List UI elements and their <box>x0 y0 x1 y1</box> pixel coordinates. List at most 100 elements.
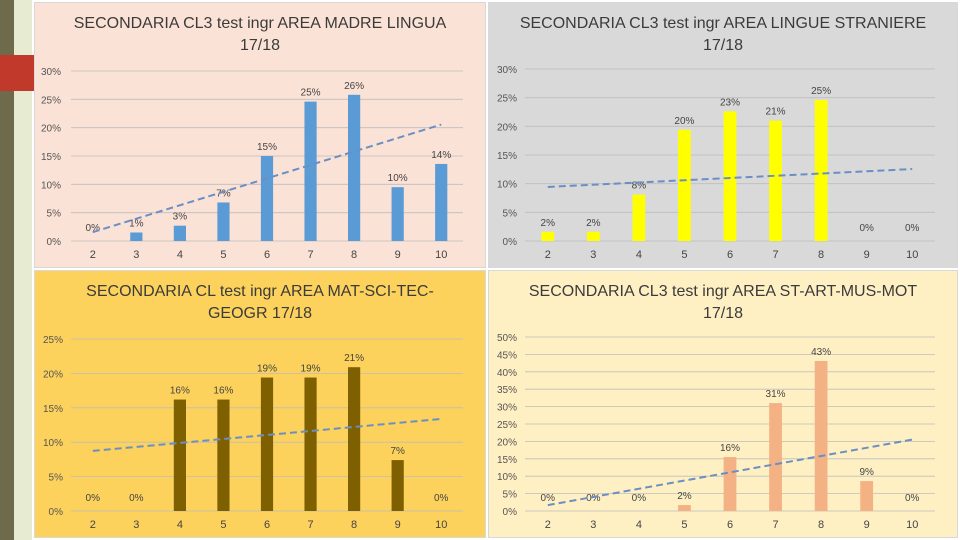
data-label: 0% <box>859 223 874 234</box>
data-label: 0% <box>586 493 601 504</box>
y-tick-label: 30% <box>497 403 517 414</box>
data-label: 2% <box>541 218 556 229</box>
y-tick-label: 30% <box>497 65 517 76</box>
x-tick-label: 7 <box>772 249 778 261</box>
data-label: 21% <box>344 353 364 364</box>
y-tick-label: 0% <box>49 507 64 518</box>
y-tick-label: 10% <box>497 472 517 483</box>
bar <box>348 94 361 241</box>
chart-svg: 0%5%10%15%20%25%0%20%316%416%519%619%721… <box>43 335 463 531</box>
bar <box>217 202 230 241</box>
data-label: 19% <box>301 364 321 375</box>
x-tick-label: 4 <box>177 519 183 531</box>
bar <box>678 505 691 511</box>
y-tick-label: 25% <box>43 335 63 346</box>
bar <box>586 231 600 241</box>
bar <box>304 377 317 511</box>
x-tick-label: 10 <box>906 519 918 531</box>
y-tick-label: 45% <box>497 350 517 361</box>
data-label: 0% <box>632 493 647 504</box>
x-tick-label: 10 <box>435 249 447 261</box>
bar <box>173 399 186 511</box>
y-tick-label: 20% <box>497 122 517 133</box>
trendline <box>547 168 913 188</box>
left-decor-strip <box>0 0 14 540</box>
x-tick-label: 3 <box>590 519 596 531</box>
x-tick-label: 10 <box>435 519 447 531</box>
chart-title: SECONDARIA CL test ingr AREA MAT-SCI-TEC… <box>86 283 434 322</box>
bar <box>217 399 230 511</box>
chart-panel-madre-lingua: SECONDARIA CL3 test ingr AREA MADRE LING… <box>34 2 486 268</box>
x-tick-label: 8 <box>818 519 824 531</box>
chart-svg: 0% 5% 10% 15% 20% 25% 30% 0% 2 1% 3 3% 4 7% 5 15% 6 25% 7 2… <box>41 67 463 261</box>
bar <box>769 120 782 241</box>
chart-svg: 0%5%10%15%20%25%30%35%40%45%50%0%20%30%4… <box>497 333 935 531</box>
red-corner-marker <box>0 55 36 91</box>
bar <box>541 231 555 241</box>
data-label: 20% <box>674 116 694 127</box>
y-tick-label: 5% <box>503 490 518 501</box>
x-tick-label: 9 <box>395 519 401 531</box>
bar <box>260 377 274 511</box>
bar <box>632 194 646 241</box>
data-label: 0% <box>86 493 101 504</box>
y-tick-label: 0% <box>503 237 518 248</box>
data-label: 7% <box>390 446 405 457</box>
bar <box>860 481 874 511</box>
x-tick-label: 5 <box>681 519 687 531</box>
bar <box>678 129 691 241</box>
data-label: 7% <box>216 188 231 199</box>
x-tick-label: 8 <box>351 249 357 261</box>
bar <box>173 225 186 241</box>
bar <box>435 163 448 241</box>
data-label: 2% <box>677 491 692 502</box>
y-tick-label: 10% <box>497 180 517 191</box>
y-tick-label: 35% <box>497 385 517 396</box>
data-label: 15% <box>257 142 277 153</box>
x-tick-label: 5 <box>681 249 687 261</box>
trendline <box>547 438 913 507</box>
data-label: 43% <box>811 347 831 358</box>
data-label: 0% <box>541 493 556 504</box>
data-label: 0% <box>905 493 920 504</box>
x-tick-label: 3 <box>590 249 596 261</box>
data-label: 14% <box>431 150 451 161</box>
bar <box>260 156 274 241</box>
bar <box>814 361 828 511</box>
x-tick-label: 7 <box>772 519 778 531</box>
y-tick-label: 25% <box>497 94 517 105</box>
y-tick-label: 25% <box>497 420 517 431</box>
x-tick-label: 6 <box>727 249 733 261</box>
chart-panel-lingue-straniere: SECONDARIA CL3 test ingr AREA LINGUE STR… <box>488 2 958 268</box>
data-label: 19% <box>257 364 277 375</box>
data-label: 21% <box>766 107 786 118</box>
data-label: 25% <box>301 88 321 99</box>
bar <box>769 403 782 511</box>
y-tick-label: 5% <box>49 473 64 484</box>
data-label: 10% <box>388 173 408 184</box>
y-tick-label: 0% <box>503 507 518 518</box>
data-label: 0% <box>86 223 101 234</box>
x-tick-label: 10 <box>906 249 918 261</box>
data-label: 26% <box>344 81 364 92</box>
x-tick-label: 2 <box>90 249 96 261</box>
data-label: 0% <box>129 493 144 504</box>
data-label: 0% <box>434 493 449 504</box>
x-tick-label: 7 <box>307 519 313 531</box>
x-tick-label: 3 <box>133 519 139 531</box>
data-label: 31% <box>766 389 786 400</box>
x-tick-label: 6 <box>264 519 270 531</box>
data-label: 23% <box>720 97 740 108</box>
bar <box>723 111 737 241</box>
chart-panel-mat-sci-tec-geogr: SECONDARIA CL test ingr AREA MAT-SCI-TEC… <box>34 270 486 538</box>
y-tick-label: 15% <box>41 152 61 163</box>
y-tick-label: 30% <box>41 67 61 78</box>
chart-title: SECONDARIA CL3 test ingr AREA ST-ART-MUS… <box>528 283 918 322</box>
x-tick-label: 9 <box>864 519 870 531</box>
chart-title: SECONDARIA CL3 test ingr AREA MADRE LING… <box>73 15 447 54</box>
y-tick-label: 15% <box>497 151 517 162</box>
x-tick-label: 9 <box>395 249 401 261</box>
y-tick-label: 20% <box>497 437 517 448</box>
y-tick-label: 15% <box>497 455 517 466</box>
bar <box>348 367 361 511</box>
